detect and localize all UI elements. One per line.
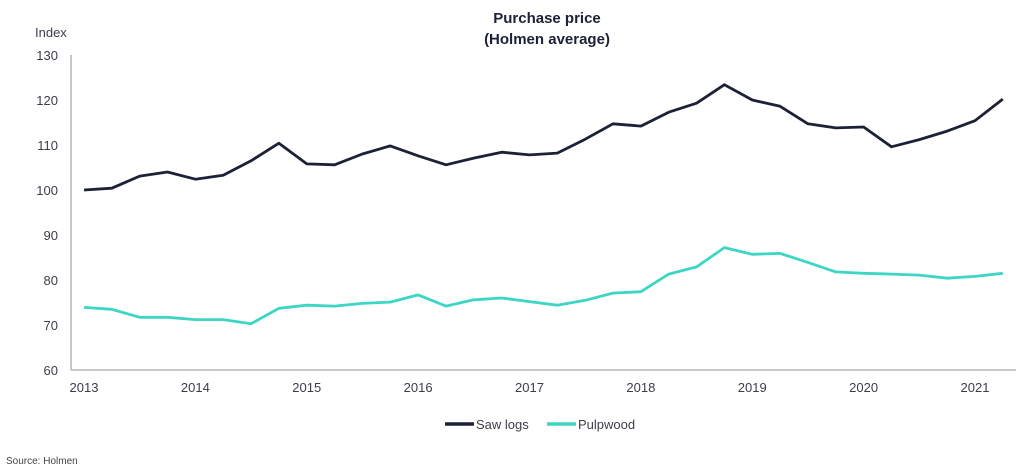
y-tick-label: 120 <box>36 93 58 108</box>
chart-subtitle: (Holmen average) <box>484 31 610 48</box>
y-tick-label: 100 <box>36 183 58 198</box>
y-tick-label: 70 <box>44 318 58 333</box>
y-tick-label: 90 <box>44 228 58 243</box>
legend-label-saw-logs: Saw logs <box>476 417 529 432</box>
y-tick-label: 80 <box>44 273 58 288</box>
series-line-pulpwood <box>83 246 1003 326</box>
source-note: Source: Holmen <box>6 456 78 467</box>
x-tick-label: 2017 <box>515 380 544 395</box>
x-tick-label: 2019 <box>738 380 767 395</box>
x-tick-label: 2014 <box>181 380 210 395</box>
legend: Saw logs Pulpwood <box>445 417 635 432</box>
y-tick-label: 60 <box>44 363 58 378</box>
y-tick-label: 110 <box>37 138 58 153</box>
x-tick-label: 2021 <box>961 380 990 395</box>
legend-label-pulpwood: Pulpwood <box>578 417 635 432</box>
chart-title: Purchase price <box>493 10 601 27</box>
y-tick-label: 130 <box>36 48 58 63</box>
x-tick-label: 2016 <box>404 380 433 395</box>
x-tick-label: 2015 <box>292 380 321 395</box>
x-tick-label: 2020 <box>849 380 878 395</box>
x-tick-label: 2018 <box>626 380 655 395</box>
x-tick-label: 2013 <box>70 380 99 395</box>
series-line-saw-logs <box>83 83 1004 192</box>
y-axis-label: Index <box>35 25 67 40</box>
